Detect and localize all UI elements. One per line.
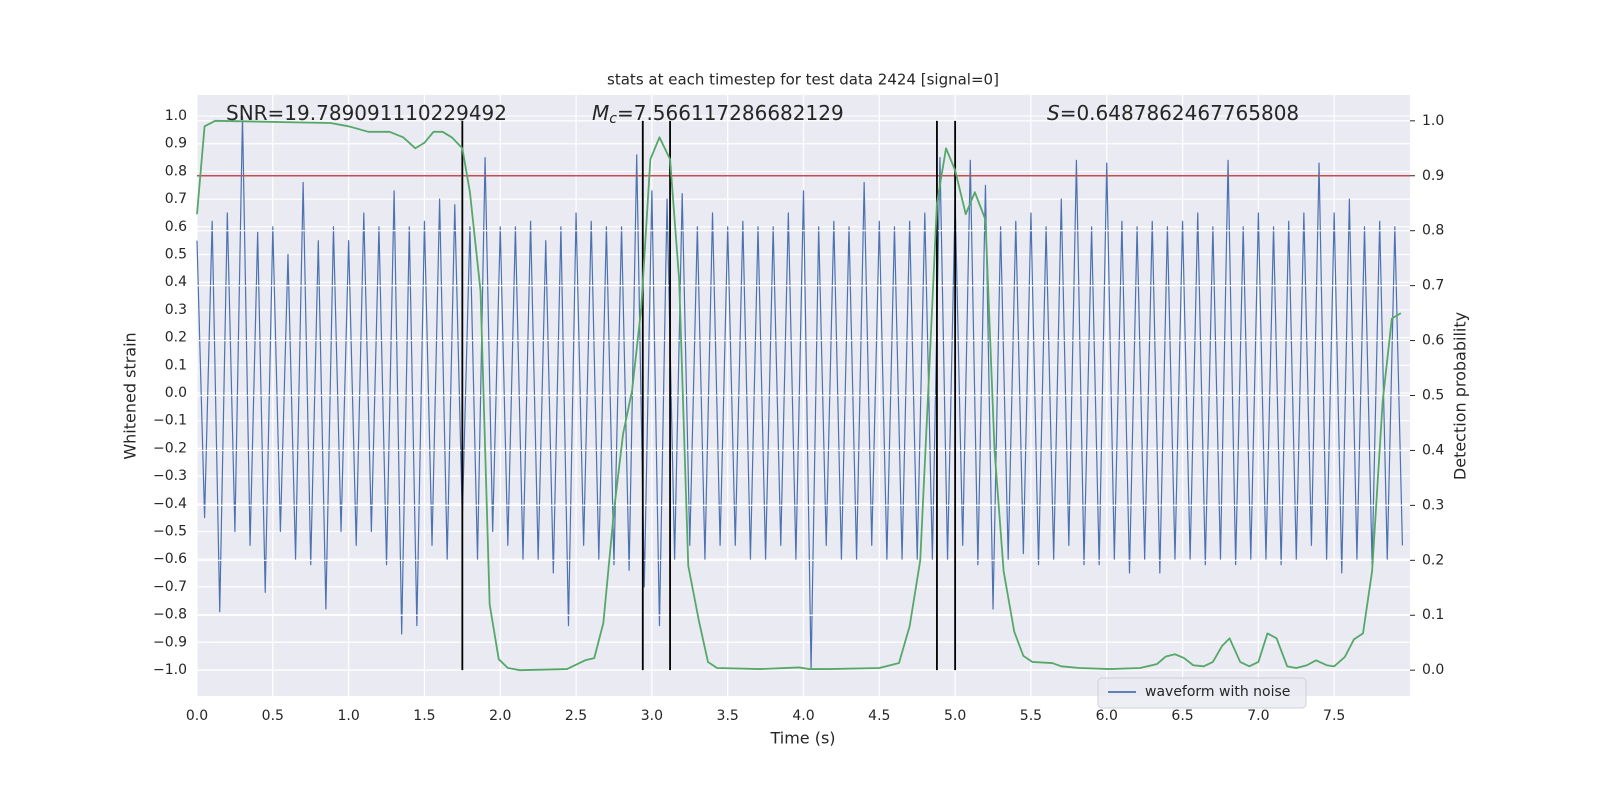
annotation-subscript: c: [609, 111, 617, 127]
y-tick-label: −0.6: [153, 551, 187, 567]
y2-tick-label: 0.2: [1422, 552, 1444, 568]
annotation: S=0.6487862467765808: [1047, 101, 1299, 125]
y-tick-label: −0.9: [153, 634, 187, 650]
y2-tick-label: 0.1: [1422, 607, 1444, 623]
y-tick-label: −0.3: [153, 468, 187, 484]
annotation-text: SNR=19.789091110229492: [226, 101, 507, 125]
annotation: Mc=7.566117286682129: [592, 101, 844, 128]
chart-title: stats at each timestep for test data 242…: [607, 71, 999, 89]
x-tick-label: 0.0: [186, 708, 208, 724]
y2-tick-label: 0.6: [1422, 333, 1444, 349]
x-tick-label: 2.0: [489, 708, 511, 724]
x-axis-label: Time (s): [769, 729, 835, 748]
x-tick-label: 0.5: [262, 708, 284, 724]
y2-tick-label: 0.4: [1422, 442, 1444, 458]
y2-tick-label: 0.8: [1422, 223, 1444, 239]
x-tick-label: 3.0: [641, 708, 663, 724]
y-tick-label: 0.9: [165, 136, 187, 152]
legend-box: [1097, 677, 1307, 709]
x-tick-label: 4.5: [868, 708, 890, 724]
y-tick-label: 0.1: [165, 357, 187, 373]
x-tick-label: 2.5: [565, 708, 587, 724]
waveform-line: [196, 115, 1404, 671]
x-tick-label: 5.5: [1020, 708, 1042, 724]
y-tick-label: −0.4: [153, 496, 187, 512]
y-tick-label: 0.8: [165, 163, 187, 179]
y2-tick-label: 0.7: [1422, 278, 1444, 294]
y2-tick-label: 1.0: [1422, 113, 1444, 129]
y-tick-label: −1.0: [153, 662, 187, 678]
x-tick-label: 1.0: [337, 708, 359, 724]
probability-line: [196, 119, 1402, 672]
x-tick-label: 6.0: [1096, 708, 1118, 724]
y-axis-label: Whitened strain: [121, 332, 140, 459]
y-tick-label: 0.7: [165, 191, 187, 207]
y2-tick-label: 0.3: [1422, 497, 1444, 513]
y-tick-label: −0.2: [153, 440, 187, 456]
annotation-text: =0.6487862467765808: [1060, 101, 1299, 125]
y-tick-label: 0.2: [165, 330, 187, 346]
y2-tick-label: 0.0: [1422, 662, 1444, 678]
y2-tick-label: 0.9: [1422, 168, 1444, 184]
y-tick-label: 0.3: [165, 302, 187, 318]
legend-label: waveform with noise: [1145, 684, 1290, 700]
annotation-symbol: M: [592, 101, 609, 125]
x-tick-label: 5.0: [944, 708, 966, 724]
y-tick-label: 0.4: [165, 274, 187, 290]
y2-axis-label: Detection probability: [1451, 312, 1470, 480]
y-tick-label: −0.5: [153, 523, 187, 539]
x-tick-label: 6.5: [1171, 708, 1193, 724]
y-tick-label: −0.1: [153, 413, 187, 429]
annotation-text: =7.566117286682129: [617, 101, 844, 125]
y-tick-label: 0.0: [165, 385, 187, 401]
annotation: SNR=19.789091110229492: [226, 101, 507, 125]
y-tick-label: −0.8: [153, 607, 187, 623]
annotation-symbol: S: [1047, 101, 1060, 125]
x-tick-label: 7.0: [1247, 708, 1269, 724]
y-tick-label: −0.7: [153, 579, 187, 595]
y-tick-label: 0.6: [165, 219, 187, 235]
x-tick-label: 3.5: [717, 708, 739, 724]
y-tick-label: 0.5: [165, 247, 187, 263]
x-tick-label: 4.0: [792, 708, 814, 724]
x-tick-label: 7.5: [1323, 708, 1345, 724]
y2-tick-label: 0.5: [1422, 388, 1444, 404]
y-tick-label: 1.0: [165, 108, 187, 124]
x-tick-label: 1.5: [413, 708, 435, 724]
